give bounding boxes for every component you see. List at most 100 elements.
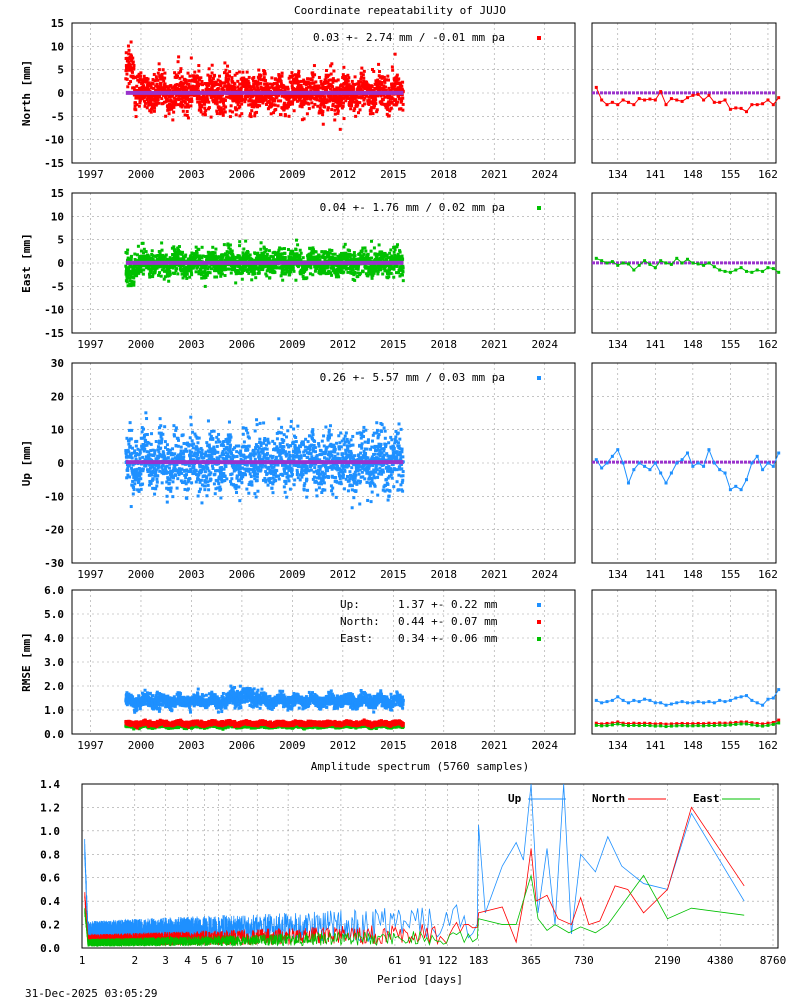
spectrum-xlabel: Period [days] xyxy=(377,973,463,986)
north-data-point xyxy=(340,88,344,92)
x-tick-label: 2006 xyxy=(229,168,256,181)
north-data-point xyxy=(370,105,374,109)
north-data-point xyxy=(229,104,233,108)
east-data-point xyxy=(213,251,217,255)
x-tick-label: 2021 xyxy=(481,338,508,351)
up-data-point xyxy=(209,471,213,475)
north-data-point xyxy=(173,103,177,107)
north-data-point xyxy=(321,83,325,87)
east-data-point xyxy=(372,246,376,250)
north-data-point xyxy=(265,82,269,86)
detail-x-tick-label: 148 xyxy=(683,568,703,581)
east-data-point xyxy=(148,274,152,278)
north-data-point xyxy=(292,98,296,102)
north-data-point xyxy=(352,87,356,91)
north-data-point xyxy=(318,99,322,103)
east-data-point xyxy=(337,275,341,279)
north-data-point xyxy=(325,98,329,102)
north-data-point xyxy=(285,103,289,107)
x-tick-label: 2000 xyxy=(128,338,155,351)
north-data-point xyxy=(244,97,248,101)
up-data-point xyxy=(171,447,175,451)
north-data-point xyxy=(212,100,216,104)
east-data-point xyxy=(393,248,397,252)
east-data-point xyxy=(136,244,140,248)
up-data-point xyxy=(222,467,226,471)
north-data-point xyxy=(207,106,211,110)
north-data-point xyxy=(170,86,174,90)
north-data-point xyxy=(259,96,263,100)
north-data-point xyxy=(159,84,163,88)
up-data-point xyxy=(145,433,149,437)
north-data-point xyxy=(212,89,216,93)
north-data-point xyxy=(196,81,200,85)
north-data-point xyxy=(156,85,160,89)
east-data-point xyxy=(155,254,159,258)
north-data-point xyxy=(179,69,183,73)
north-data-point xyxy=(220,109,224,113)
north-data-point xyxy=(341,101,345,105)
east-data-point xyxy=(370,256,374,260)
north-data-point xyxy=(319,86,323,90)
north-data-point xyxy=(367,98,371,102)
up-data-point xyxy=(163,425,167,429)
north-data-point xyxy=(136,74,140,78)
east-data-point xyxy=(147,267,151,271)
east-data-point xyxy=(151,257,155,261)
east-detail-point xyxy=(723,269,727,273)
x-tick-label: 2021 xyxy=(481,168,508,181)
up-data-point xyxy=(153,492,157,496)
north-data-point xyxy=(250,85,254,89)
north-data-point xyxy=(319,95,323,99)
up-data-point xyxy=(153,451,157,455)
north-data-point xyxy=(329,83,333,87)
north-data-point xyxy=(252,105,256,109)
north-data-point xyxy=(265,83,269,87)
north-data-point xyxy=(231,99,235,103)
east-data-point xyxy=(362,252,366,256)
north-data-point xyxy=(151,78,155,82)
east-data-point xyxy=(125,251,129,255)
x-tick-label: 2018 xyxy=(431,338,458,351)
north-data-point xyxy=(295,99,299,103)
north-data-point xyxy=(363,96,367,100)
north-data-point xyxy=(141,80,145,84)
north-data-point xyxy=(149,99,153,103)
north-data-point xyxy=(351,85,355,89)
north-data-point xyxy=(300,86,304,90)
north-data-point xyxy=(375,80,379,84)
east-data-point xyxy=(309,266,313,270)
north-data-point xyxy=(287,114,291,118)
north-data-point xyxy=(163,71,167,75)
east-data-point xyxy=(388,251,392,255)
east-data-point xyxy=(292,269,296,273)
east-data-point xyxy=(389,271,393,275)
y-tick-label: 0 xyxy=(57,257,64,270)
north-data-point xyxy=(280,71,284,75)
up-data-point xyxy=(205,476,209,480)
north-data-point xyxy=(266,107,270,111)
north-data-point xyxy=(380,100,384,104)
x-tick-label: 2000 xyxy=(128,568,155,581)
up-data-point xyxy=(197,478,201,482)
north-data-point xyxy=(157,101,161,105)
north-data-point xyxy=(389,88,393,92)
north-data-point xyxy=(223,61,227,65)
north-data-point xyxy=(300,79,304,83)
east-data-point xyxy=(291,249,295,253)
north-data-point xyxy=(145,98,149,102)
north-data-point xyxy=(223,81,227,85)
north-data-point xyxy=(131,62,135,66)
up-data-point xyxy=(182,442,186,446)
north-data-point xyxy=(334,100,338,104)
up-data-point xyxy=(205,494,209,498)
north-data-point xyxy=(263,82,267,86)
north-data-point xyxy=(256,82,260,86)
north-data-point xyxy=(301,100,305,104)
north-data-point xyxy=(382,93,386,97)
north-data-point xyxy=(142,74,146,78)
north-data-point xyxy=(137,96,141,100)
north-data-point xyxy=(134,101,138,105)
north-data-point xyxy=(273,77,277,81)
up-data-point xyxy=(128,421,132,425)
